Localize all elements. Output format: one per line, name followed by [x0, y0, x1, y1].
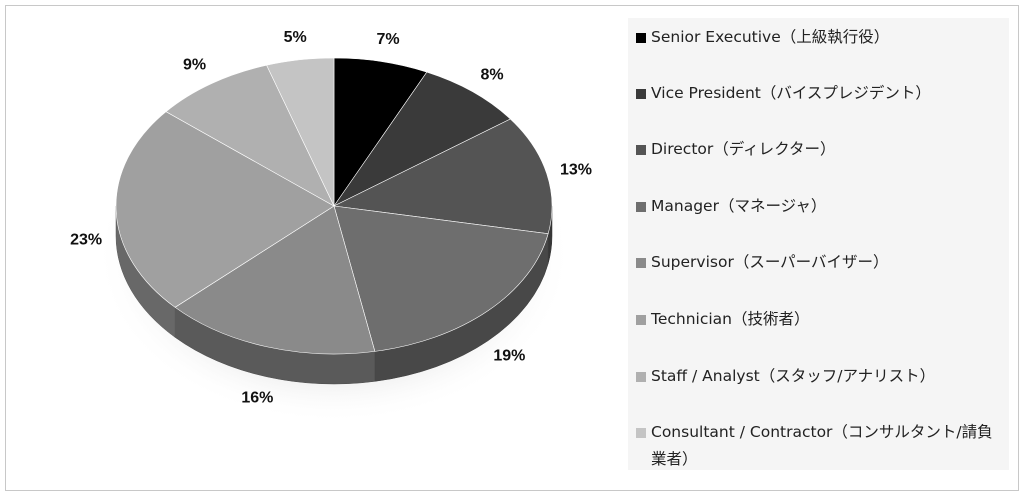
legend-label: Supervisor（スーパーバイザー）	[651, 253, 889, 271]
legend-item: Senior Executive（上級執行役）	[636, 24, 1008, 51]
legend-label: Manager（マネージャ）	[651, 197, 827, 215]
legend-swatch	[636, 33, 646, 43]
legend-item: Director（ディレクター）	[636, 136, 1008, 163]
legend-swatch	[636, 258, 646, 268]
pie-value-label: 7%	[377, 31, 400, 48]
legend-item: Staff / Analyst（スタッフ/アナリスト）	[636, 363, 1008, 390]
legend-label: Technician（技術者）	[651, 310, 810, 328]
legend-item: Consultant / Contractor（コンサルタント/請負業者）	[636, 419, 1008, 473]
pie-slices	[115, 57, 553, 355]
legend-label: Senior Executive（上級執行役）	[651, 28, 890, 46]
pie-value-labels: 7% 8% 13% 19% 16% 23% 9% 5%	[70, 29, 592, 406]
legend-swatch	[636, 428, 646, 438]
pie-value-label: 8%	[481, 66, 504, 83]
legend-label: Vice President（バイスプレジデント）	[651, 84, 931, 102]
pie-value-label: 16%	[241, 390, 273, 407]
pie-value-label: 13%	[560, 161, 592, 178]
pie-slice	[333, 205, 549, 352]
legend-label: Consultant / Contractor（コンサルタント/請負業者）	[651, 423, 993, 468]
legend-item: Supervisor（スーパーバイザー）	[636, 249, 1008, 276]
pie-value-label: 9%	[183, 57, 206, 74]
legend-swatch	[636, 202, 646, 212]
legend-label: Director（ディレクター）	[651, 140, 836, 158]
legend-item: Manager（マネージャ）	[636, 193, 1008, 220]
pie-slice	[174, 205, 376, 355]
legend-swatch	[636, 372, 646, 382]
pie-value-label: 5%	[284, 29, 307, 46]
pie-slice	[165, 64, 335, 207]
pie-value-label: 19%	[493, 348, 525, 365]
pie-slice	[332, 118, 553, 235]
legend: Senior Executive（上級執行役） Vice President（バ…	[628, 18, 1009, 470]
pie-slice	[333, 71, 511, 207]
pie-value-label: 23%	[70, 231, 102, 248]
legend-item: Technician（技術者）	[636, 306, 1008, 333]
legend-swatch	[636, 145, 646, 155]
legend-swatch	[636, 89, 646, 99]
pie-slice	[115, 111, 335, 308]
legend-swatch	[636, 315, 646, 325]
legend-label: Staff / Analyst（スタッフ/アナリスト）	[651, 367, 936, 385]
pie-slice	[266, 57, 335, 207]
legend-item: Vice President（バイスプレジデント）	[636, 80, 1008, 107]
